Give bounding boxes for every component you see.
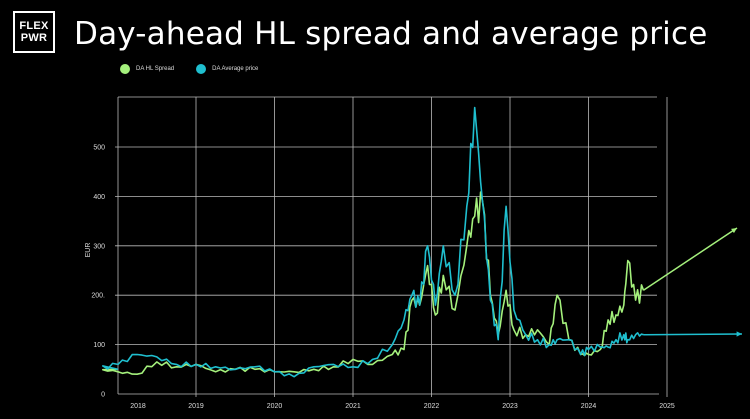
x-tick-label: 2022 (424, 403, 440, 410)
legend-dot-average-icon (196, 64, 207, 74)
y-tick-label: 200. (91, 293, 105, 300)
chart-legend: DA HL Spread DA Average price (120, 64, 258, 74)
legend-item-spread: DA HL Spread (120, 64, 174, 74)
chart-grid (115, 96, 668, 397)
y-axis-label: EUR (85, 243, 92, 258)
series-line-average (102, 106, 644, 378)
x-tick-label: 2025 (659, 403, 675, 410)
x-tick-label: 2021 (345, 403, 361, 410)
logo-line2: PWR (20, 32, 48, 44)
y-tick-label: 100 (93, 342, 105, 349)
page-title: Day-ahead HL spread and average price (74, 16, 708, 52)
y-tick-label: 300 (93, 243, 105, 250)
y-tick-label: 400 (93, 194, 105, 201)
flexpwr-logo: FLEX PWR (13, 11, 55, 53)
legend-dot-spread-icon (120, 64, 130, 74)
y-tick-label: 500 (93, 145, 105, 152)
series-line-spread (102, 191, 645, 375)
logo-line1: FLEX (19, 20, 49, 32)
legend-label-spread: DA HL Spread (136, 66, 175, 72)
legend-item-average: DA Average price (196, 64, 258, 74)
axis-ticks: 0 100 200. 300 400 500 2018 2019 2020 2021 2022 202… (91, 145, 675, 411)
x-tick-label: 2023 (502, 403, 518, 410)
x-tick-label: 2024 (581, 403, 597, 410)
x-tick-label: 2018 (130, 403, 146, 410)
legend-label-average: DA Average price (212, 66, 259, 72)
x-tick-label: 2020 (267, 403, 283, 410)
average-trend-arrow-icon (643, 331, 743, 337)
y-tick-label: 0 (101, 392, 105, 399)
spread-trend-arrow-icon (643, 227, 738, 291)
chart-series (102, 106, 645, 378)
x-tick-label: 2019 (188, 403, 204, 410)
trend-arrows (643, 227, 743, 337)
